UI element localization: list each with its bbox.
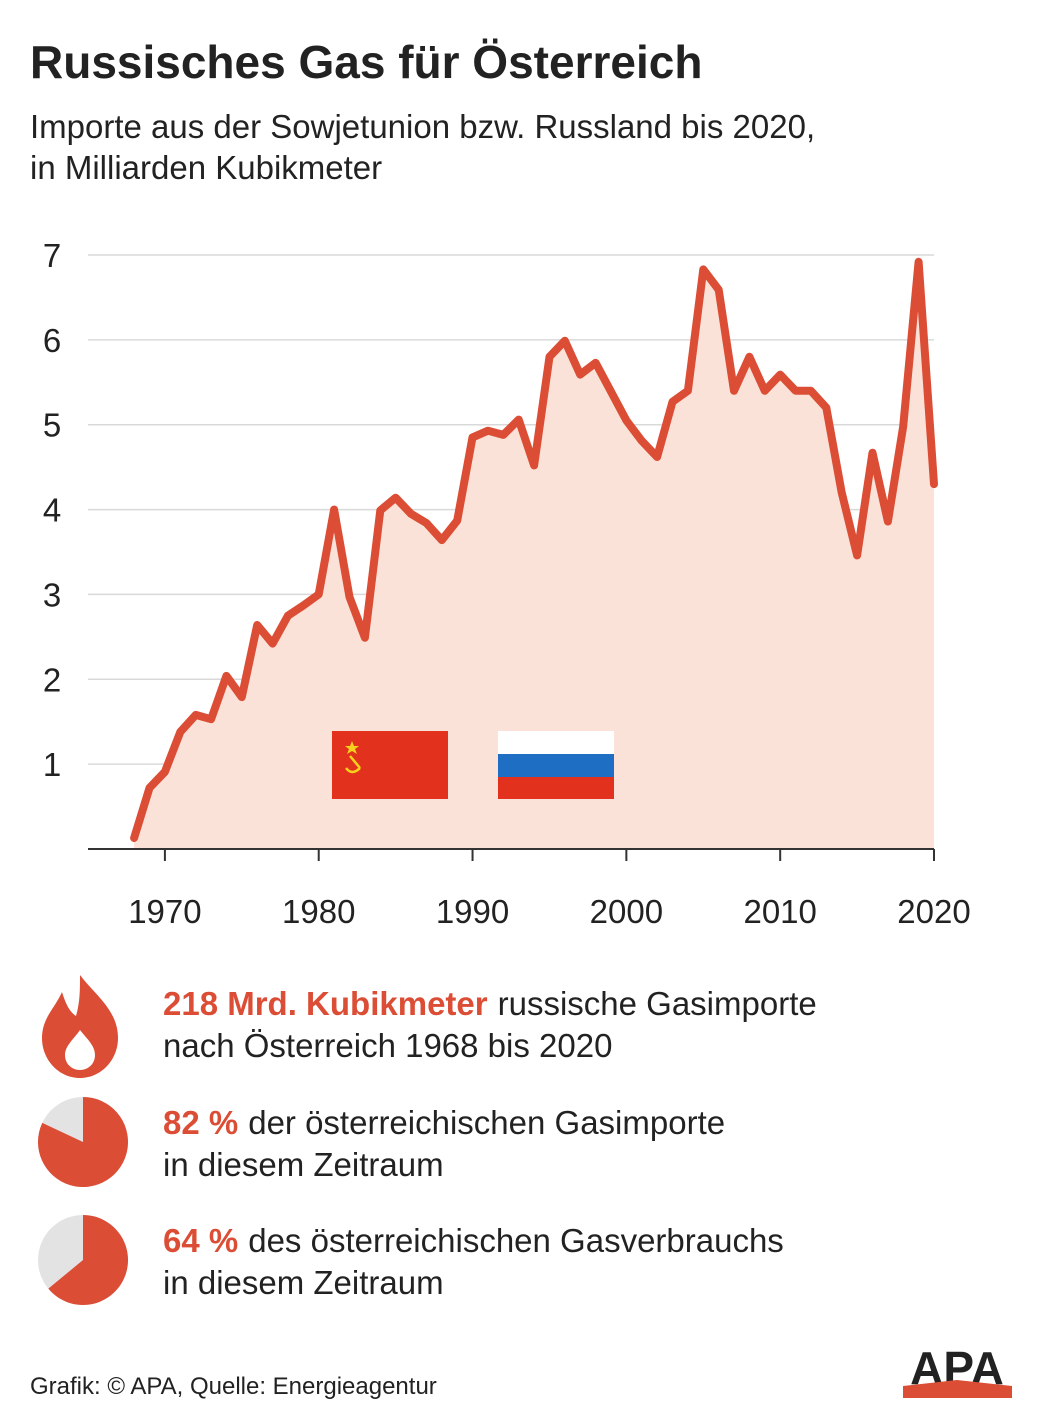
x-tick-label: 1980 (282, 893, 355, 930)
fact-highlight: 218 Mrd. Kubikmeter (163, 985, 488, 1022)
fact-text: des österreichischen Gasverbrauchs (248, 1222, 784, 1259)
pie-slice (48, 1215, 129, 1305)
facts: 218 Mrd. Kubikmeter russische Gasimporte n… (37, 985, 817, 1305)
fact-text: russische Gasimporte (498, 985, 817, 1022)
flag-ussr (332, 731, 448, 799)
chart-title: Russisches Gas für Österreich (30, 36, 702, 88)
x-tick-label: 2000 (590, 893, 663, 930)
fact-line: 82 % der österreichischen Gasimporte (163, 1104, 725, 1141)
y-tick-label: 7 (43, 237, 61, 274)
x-tick-label: 2010 (743, 893, 816, 930)
y-tick-label: 3 (43, 576, 61, 613)
y-tick-label: 5 (43, 407, 61, 444)
pie-slice (37, 1097, 128, 1188)
y-tick-label: 2 (43, 661, 61, 698)
fact-line: in diesem Zeitraum (163, 1264, 444, 1301)
line (130, 257, 938, 842)
plot-area: 1 2 3 4 5 6 7 1970 1980 1990 2000 2010 2020 (43, 237, 971, 930)
source: Grafik: © APA, Quelle: Energieagentur (30, 1373, 437, 1400)
fact-line: 64 % des österreichischen Gasverbrauchs (163, 1222, 784, 1259)
fact-highlight: 64 % (163, 1222, 238, 1259)
fact-line: 218 Mrd. Kubikmeter russische Gasimporte (163, 985, 817, 1022)
fact-text: der österreichischen Gasimporte (248, 1104, 725, 1141)
fact-line: in diesem Zeitraum (163, 1146, 444, 1183)
chart-subtitle: Importe aus der Sowjetunion bzw. Russlan… (30, 108, 815, 145)
y-tick-label: 6 (43, 322, 61, 359)
fact-highlight: 82 % (163, 1104, 238, 1141)
y-tick-label: 1 (43, 746, 61, 783)
chart-subtitle: in Milliarden Kubikmeter (30, 149, 382, 186)
flag-russia (498, 731, 614, 799)
apa-logo: APA (903, 1342, 1012, 1398)
x-tick-label: 2020 (897, 893, 970, 930)
y-tick-label: 4 (43, 492, 61, 529)
fact-line: nach Österreich 1968 bis 2020 (163, 1027, 612, 1064)
x-tick-label: 1990 (436, 893, 509, 930)
area (134, 261, 935, 849)
flame-icon (42, 975, 118, 1078)
x-tick-label: 1970 (128, 893, 201, 930)
